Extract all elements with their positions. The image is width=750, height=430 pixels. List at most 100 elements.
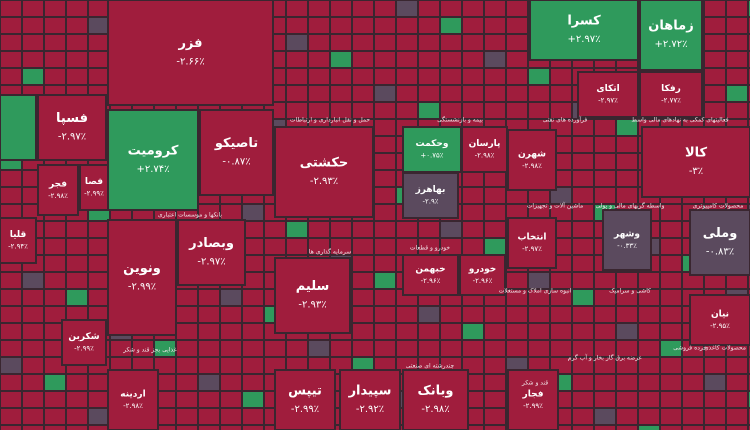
- small-tile[interactable]: [287, 52, 307, 67]
- small-tile[interactable]: [177, 392, 197, 407]
- small-tile[interactable]: [485, 35, 505, 50]
- small-tile[interactable]: [727, 86, 747, 101]
- small-tile[interactable]: [67, 375, 87, 390]
- small-tile[interactable]: [507, 103, 527, 118]
- small-tile[interactable]: [67, 1, 87, 16]
- small-tile[interactable]: [617, 154, 637, 169]
- small-tile[interactable]: [529, 188, 549, 203]
- stock-tile[interactable]: [107, 219, 177, 336]
- small-tile[interactable]: [331, 52, 351, 67]
- small-tile[interactable]: [639, 307, 659, 322]
- small-tile[interactable]: [67, 307, 87, 322]
- small-tile[interactable]: [67, 18, 87, 33]
- small-tile[interactable]: [309, 52, 329, 67]
- small-tile[interactable]: [551, 290, 571, 305]
- small-tile[interactable]: [573, 409, 593, 424]
- small-tile[interactable]: [463, 171, 483, 186]
- small-tile[interactable]: [1, 392, 21, 407]
- small-tile[interactable]: [397, 341, 417, 356]
- stock-tile[interactable]: [37, 164, 79, 216]
- small-tile[interactable]: [485, 324, 505, 339]
- small-tile[interactable]: [353, 239, 373, 254]
- small-tile[interactable]: [397, 18, 417, 33]
- small-tile[interactable]: [45, 290, 65, 305]
- small-tile[interactable]: [287, 1, 307, 16]
- small-tile[interactable]: [617, 358, 637, 373]
- small-tile[interactable]: [595, 120, 615, 135]
- small-tile[interactable]: [45, 35, 65, 50]
- small-tile[interactable]: [1, 35, 21, 50]
- small-tile[interactable]: [463, 205, 483, 220]
- small-tile[interactable]: [661, 324, 681, 339]
- small-tile[interactable]: [463, 426, 483, 430]
- small-tile[interactable]: [441, 324, 461, 339]
- small-tile[interactable]: [243, 256, 263, 271]
- small-tile[interactable]: [419, 103, 439, 118]
- small-tile[interactable]: [287, 103, 307, 118]
- small-tile[interactable]: [375, 18, 395, 33]
- small-tile[interactable]: [177, 426, 197, 430]
- small-tile[interactable]: [705, 86, 725, 101]
- small-tile[interactable]: [573, 120, 593, 135]
- small-tile[interactable]: [463, 1, 483, 16]
- small-tile[interactable]: [375, 188, 395, 203]
- small-tile[interactable]: [419, 18, 439, 33]
- small-tile[interactable]: [177, 375, 197, 390]
- small-tile[interactable]: [397, 52, 417, 67]
- small-tile[interactable]: [177, 341, 197, 356]
- small-tile[interactable]: [287, 222, 307, 237]
- stock-tile[interactable]: [107, 109, 199, 211]
- small-tile[interactable]: [441, 52, 461, 67]
- small-tile[interactable]: [485, 18, 505, 33]
- stock-tile[interactable]: [107, 0, 274, 106]
- small-tile[interactable]: [507, 188, 527, 203]
- stock-tile[interactable]: [79, 164, 109, 211]
- small-tile[interactable]: [485, 426, 505, 430]
- small-tile[interactable]: [45, 273, 65, 288]
- small-tile[interactable]: [727, 69, 747, 84]
- small-tile[interactable]: [1, 375, 21, 390]
- small-tile[interactable]: [1, 307, 21, 322]
- stock-tile[interactable]: [689, 209, 750, 276]
- small-tile[interactable]: [485, 188, 505, 203]
- small-tile[interactable]: [683, 392, 703, 407]
- small-tile[interactable]: [89, 52, 109, 67]
- small-tile[interactable]: [45, 307, 65, 322]
- small-tile[interactable]: [45, 426, 65, 430]
- small-tile[interactable]: [221, 324, 241, 339]
- small-tile[interactable]: [595, 426, 615, 430]
- small-tile[interactable]: [353, 35, 373, 50]
- small-tile[interactable]: [463, 35, 483, 50]
- small-tile[interactable]: [397, 307, 417, 322]
- small-tile[interactable]: [617, 341, 637, 356]
- small-tile[interactable]: [353, 69, 373, 84]
- small-tile[interactable]: [617, 171, 637, 186]
- small-tile[interactable]: [353, 86, 373, 101]
- stock-tile[interactable]: [641, 126, 750, 198]
- small-tile[interactable]: [661, 273, 681, 288]
- small-tile[interactable]: [375, 205, 395, 220]
- small-tile[interactable]: [419, 341, 439, 356]
- small-tile[interactable]: [485, 103, 505, 118]
- small-tile[interactable]: [617, 273, 637, 288]
- small-tile[interactable]: [353, 341, 373, 356]
- small-tile[interactable]: [23, 392, 43, 407]
- small-tile[interactable]: [441, 307, 461, 322]
- small-tile[interactable]: [287, 239, 307, 254]
- small-tile[interactable]: [23, 307, 43, 322]
- small-tile[interactable]: [529, 69, 549, 84]
- small-tile[interactable]: [243, 409, 263, 424]
- small-tile[interactable]: [573, 290, 593, 305]
- small-tile[interactable]: [727, 18, 747, 33]
- small-tile[interactable]: [397, 69, 417, 84]
- small-tile[interactable]: [89, 426, 109, 430]
- small-tile[interactable]: [573, 171, 593, 186]
- small-tile[interactable]: [705, 35, 725, 50]
- small-tile[interactable]: [595, 341, 615, 356]
- small-tile[interactable]: [507, 69, 527, 84]
- small-tile[interactable]: [639, 426, 659, 430]
- small-tile[interactable]: [463, 222, 483, 237]
- small-tile[interactable]: [727, 103, 747, 118]
- small-tile[interactable]: [375, 290, 395, 305]
- small-tile[interactable]: [639, 375, 659, 390]
